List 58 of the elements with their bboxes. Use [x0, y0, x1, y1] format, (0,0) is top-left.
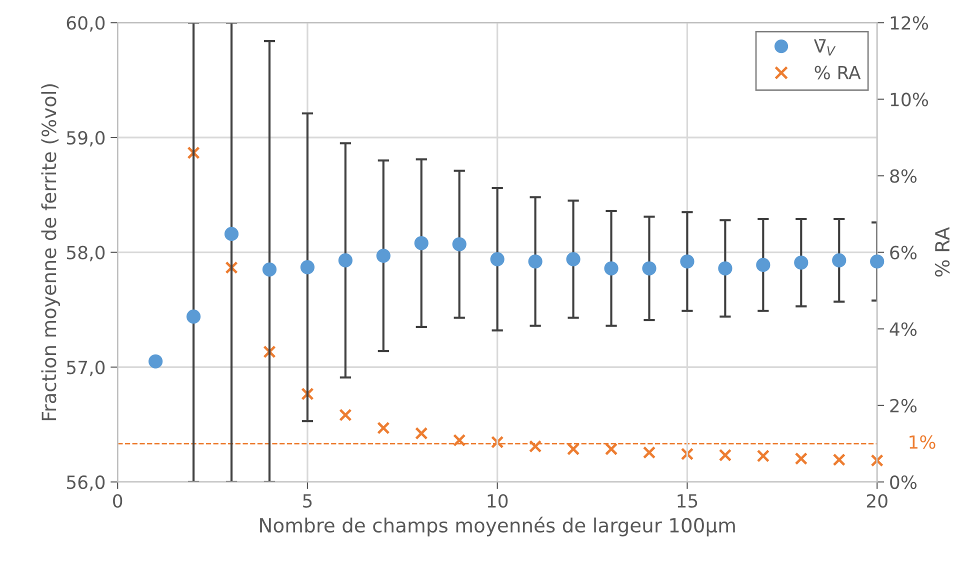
- point: [642, 261, 656, 276]
- point: [718, 448, 732, 462]
- y-tick-label: 59,0: [66, 130, 105, 146]
- y2-axis-title: % RA: [934, 227, 950, 277]
- x-tick-label: 5: [303, 494, 312, 508]
- x-tick-label: 20: [866, 494, 888, 508]
- point: [566, 442, 580, 456]
- point: [452, 434, 466, 447]
- y2-tick-label: 6%: [890, 246, 917, 260]
- point: [566, 252, 580, 266]
- legend-label: V̄$_{V}$: [814, 39, 836, 56]
- x-tick-label: 0: [113, 494, 122, 508]
- point: [262, 262, 277, 277]
- y2-tick-label: 8%: [890, 169, 917, 183]
- point: [794, 452, 808, 466]
- y-tick-label: 58,0: [66, 246, 105, 262]
- point: [756, 258, 770, 272]
- point: [870, 454, 884, 467]
- x-tick-label: 15: [678, 494, 698, 508]
- ref-line-label: 1%: [910, 435, 936, 449]
- point: [870, 254, 884, 269]
- point: [756, 450, 770, 462]
- point: [339, 408, 352, 422]
- point: [452, 237, 466, 252]
- point: [414, 236, 428, 250]
- point: [490, 252, 504, 266]
- y2-tick-label: 4%: [890, 322, 917, 336]
- x-tick-label: 10: [488, 494, 508, 508]
- y-tick-label: 57,0: [66, 360, 105, 376]
- point: [604, 261, 618, 276]
- point: [300, 260, 315, 274]
- y-axis-title: Fraction moyenne de ferrite (%vol): [41, 84, 60, 420]
- y2-tick-label: 0%: [890, 475, 917, 490]
- point: [642, 446, 656, 459]
- point: [186, 310, 201, 324]
- point: [794, 256, 808, 270]
- y-tick-label: 60,0: [66, 16, 105, 32]
- point: [604, 442, 618, 456]
- point: [680, 254, 694, 269]
- point: [528, 440, 542, 453]
- point: [718, 261, 732, 276]
- point: [832, 453, 846, 466]
- y2-tick-label: 12%: [890, 16, 928, 30]
- point: [148, 354, 163, 368]
- point: [415, 426, 428, 440]
- point: [224, 226, 239, 242]
- point: [338, 253, 353, 268]
- point: [680, 448, 694, 460]
- y2-tick-label: 10%: [890, 92, 928, 106]
- point: [528, 254, 542, 269]
- y2-tick-label: 2%: [890, 398, 917, 413]
- point: [490, 436, 504, 449]
- x-axis-title: Nombre de champs moyennés de largeur 100µm: [260, 516, 735, 536]
- point: [832, 253, 846, 268]
- point: [377, 422, 390, 434]
- point: [376, 248, 390, 263]
- y-tick-label: 56,0: [66, 475, 105, 491]
- legend-label: % RA: [814, 66, 861, 80]
